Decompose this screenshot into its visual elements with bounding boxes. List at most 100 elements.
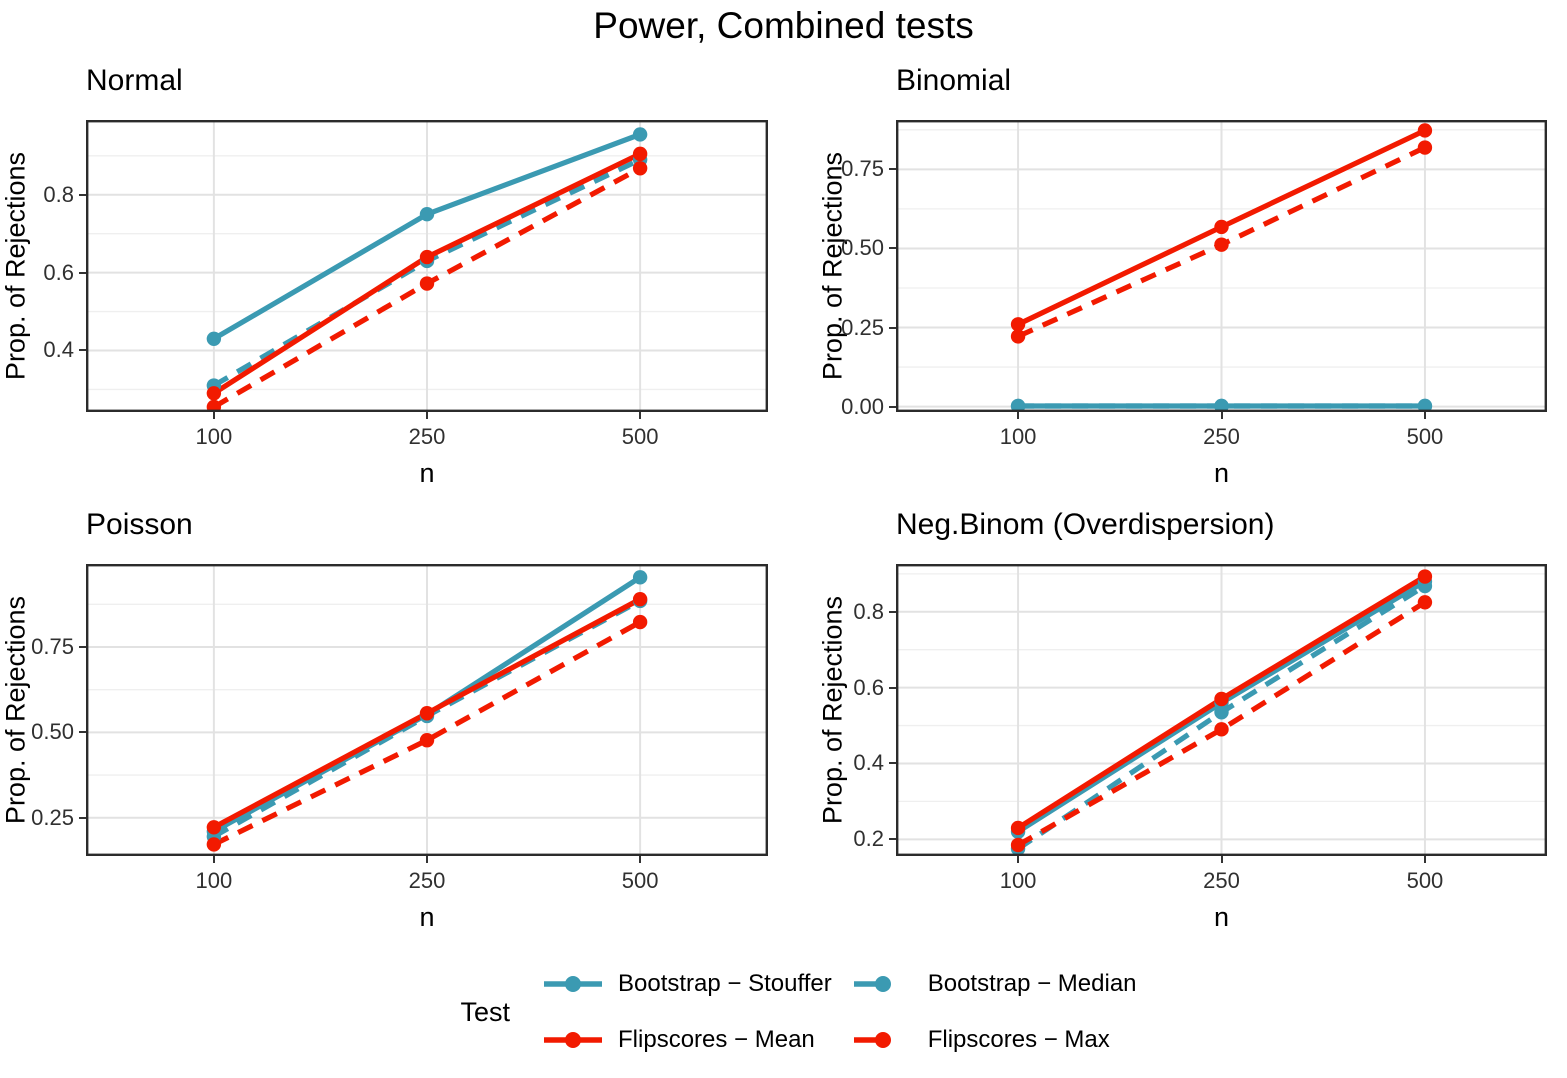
panel-title-binomial: Binomial [896, 64, 1012, 97]
series-point-bootstrap-stouffer [632, 127, 648, 142]
x-axis-label: n [419, 902, 435, 932]
series-point-bootstrap-stouffer [419, 207, 435, 222]
y-tick-mark [79, 349, 86, 352]
series-point-flipscores-mean [1417, 569, 1433, 584]
x-tick-label: 250 [408, 868, 446, 893]
y-tick-label: 0.50 [31, 719, 74, 745]
y-tick-mark [79, 271, 86, 274]
y-tick-mark [889, 405, 896, 408]
panel-svg [896, 120, 1547, 412]
facet-poisson: Poisson Prop. of Rejections 0.25 0.50 0.75… [0, 502, 783, 946]
facet-binomial: Binomial Prop. of Rejections 0.00 0.25 0.5… [783, 58, 1566, 502]
panel-border [896, 564, 1547, 856]
y-tick-label: 0.50 [841, 235, 884, 261]
series-point-flipscores-mean [1214, 219, 1229, 235]
legend-label: Flipscores − Mean [618, 1026, 815, 1053]
y-tick-mark [79, 193, 86, 196]
y-tick-label: 0.25 [31, 804, 74, 830]
facet-normal: Normal Prop. of Rejections 0.4 0.6 0.8 100 2… [0, 58, 783, 502]
y-tick-mark [889, 168, 896, 171]
series-point-flipscores-mean [632, 146, 648, 162]
series-point-flipscores-max [206, 837, 222, 852]
x-tick-mark [1423, 412, 1426, 419]
y-tick-mark [889, 762, 896, 765]
series-point-flipscores-max [1417, 140, 1433, 155]
x-tick-mark [212, 856, 215, 863]
legend-label: Bootstrap − Median [927, 970, 1137, 997]
y-tick-label: 0.75 [841, 156, 884, 182]
legend-key-solid-red-icon [544, 1025, 603, 1055]
x-tick-label: 500 [1406, 868, 1444, 893]
x-tick-label: 100 [999, 424, 1037, 449]
panel-border [86, 564, 768, 856]
y-axis-label: Prop. of Rejections [817, 595, 848, 825]
panel-title-poisson: Poisson [86, 508, 193, 541]
legend-label: Flipscores − Max [927, 1026, 1110, 1053]
plot-area-negbinom: 0.2 0.4 0.6 0.8 100 250 500 [853, 564, 1547, 893]
legend-entry-flipscores-mean: Flipscores − Mean [544, 1025, 832, 1055]
y-tick-mark [889, 610, 896, 613]
panel-title-negbinom: Neg.Binom (Overdispersion) [896, 508, 1275, 541]
series-point-bootstrap-stouffer [632, 570, 648, 585]
series-point-bootstrap-median [1010, 398, 1026, 412]
legend-key-dashed-red-icon [853, 1025, 912, 1055]
legend-entry-bootstrap-stouffer: Bootstrap − Stouffer [544, 969, 832, 999]
x-tick-label: 500 [621, 868, 659, 893]
series-point-flipscores-mean [632, 591, 648, 607]
x-tick-label: 100 [999, 868, 1037, 893]
series-line-flipscores-max [1016, 600, 1427, 848]
panel-svg [86, 120, 768, 412]
series-point-flipscores-max [1010, 329, 1026, 344]
x-tick-mark [1017, 856, 1020, 863]
y-tick-label: 0.8 [853, 598, 884, 624]
series-point-flipscores-mean [1010, 317, 1026, 332]
y-tick-label: 0.4 [43, 337, 74, 363]
series-point-flipscores-max [632, 614, 648, 630]
legend-entry-flipscores-max: Flipscores − Max [853, 1025, 1137, 1055]
facet-negbinom: Neg.Binom (Overdispersion) Prop. of Reje… [783, 502, 1566, 946]
legend-label: Bootstrap − Stouffer [618, 970, 832, 997]
y-axis-label: Prop. of Rejections [0, 595, 31, 825]
x-tick-label: 100 [195, 424, 233, 449]
series-point-flipscores-mean [1417, 123, 1433, 138]
x-tick-mark [1017, 412, 1020, 419]
legend-entries: Bootstrap − Stouffer Bootstrap − Median … [544, 969, 1137, 1055]
panel-border [896, 120, 1547, 412]
series-point-flipscores-max [1214, 237, 1229, 252]
y-tick-label: 0.00 [841, 393, 884, 419]
x-axis-label: n [419, 458, 435, 488]
x-tick-mark [639, 856, 642, 863]
plot-area-binomial: 0.00 0.25 0.50 0.75 100 250 500 [841, 120, 1547, 449]
legend-key-dashed-teal-icon [853, 969, 912, 999]
figure-title: Power, Combined tests [593, 5, 974, 46]
x-tick-label: 250 [1203, 424, 1240, 449]
legend-entry-bootstrap-median: Bootstrap − Median [853, 969, 1137, 999]
facet-grid: Normal Prop. of Rejections 0.4 0.6 0.8 100 2… [0, 58, 1566, 946]
y-tick-label: 0.6 [43, 259, 74, 285]
y-tick-label: 0.8 [43, 181, 74, 207]
series-point-bootstrap-stouffer [206, 331, 222, 347]
series-point-flipscores-mean [206, 386, 222, 401]
y-tick-label: 0.25 [841, 314, 884, 340]
x-tick-mark [1220, 412, 1223, 419]
plot-area-poisson: 0.25 0.50 0.75 100 250 500 [31, 564, 768, 893]
y-tick-mark [889, 326, 896, 329]
y-tick-mark [889, 247, 896, 250]
series-point-flipscores-max [419, 733, 435, 748]
y-tick-mark [79, 645, 86, 648]
x-tick-mark [426, 412, 428, 419]
panel-svg [86, 564, 768, 856]
x-tick-label: 250 [408, 424, 446, 449]
panel-title-normal: Normal [86, 64, 183, 97]
y-tick-mark [79, 816, 86, 819]
y-tick-label: 0.75 [31, 633, 74, 659]
x-tick-mark [639, 412, 642, 419]
legend-title: Test [460, 996, 511, 1027]
y-tick-label: 0.6 [853, 674, 884, 700]
x-tick-label: 250 [1203, 868, 1240, 893]
x-axis-label: n [1213, 458, 1230, 488]
series-point-flipscores-max [1010, 837, 1026, 853]
series-point-bootstrap-median [1214, 705, 1229, 720]
series-point-flipscores-mean [1010, 820, 1026, 836]
series-point-flipscores-max [632, 161, 648, 176]
